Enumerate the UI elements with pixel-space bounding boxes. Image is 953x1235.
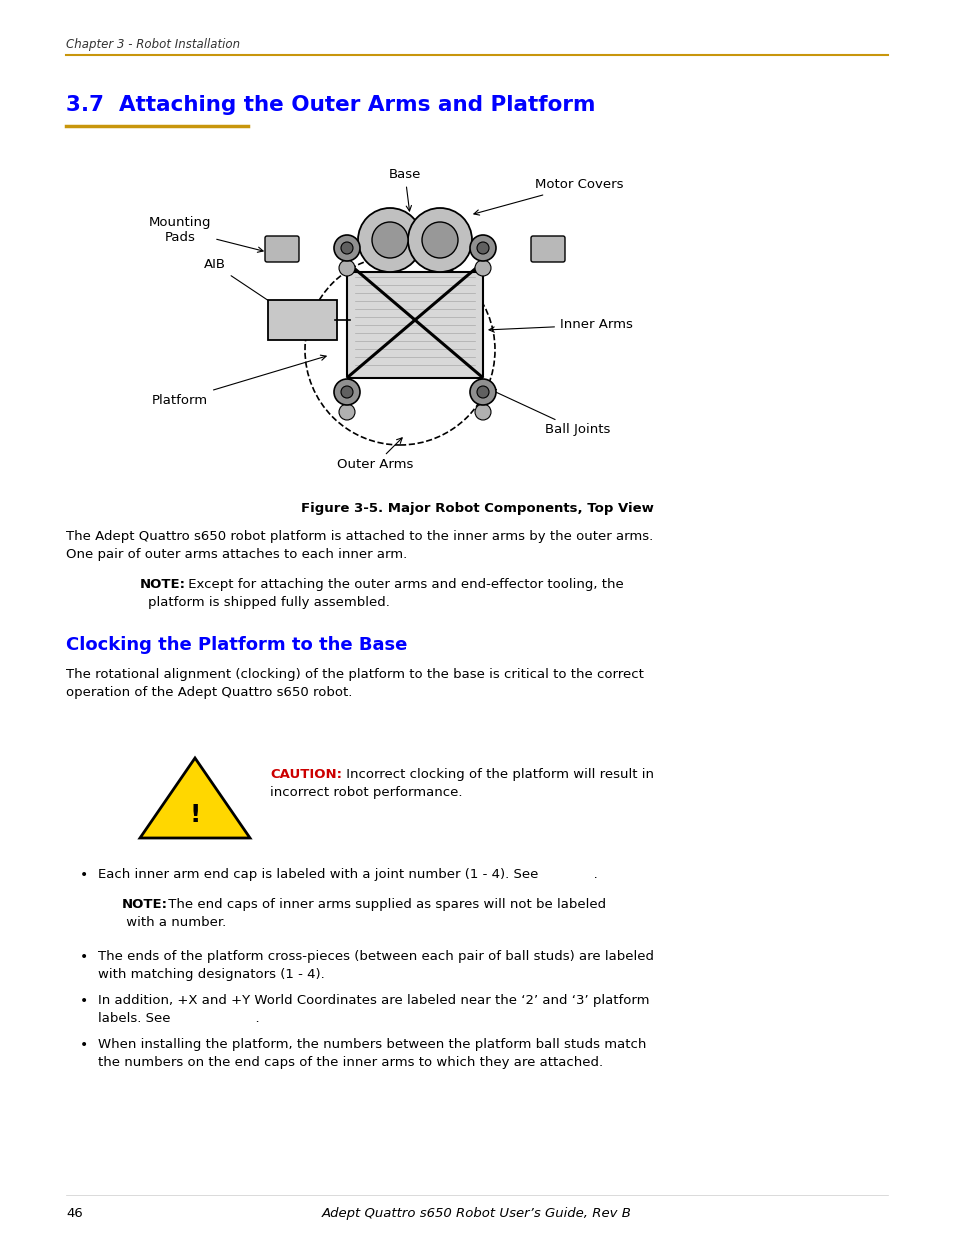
Text: Base: Base [389, 168, 420, 211]
Text: Figure 3-5. Major Robot Components, Top View: Figure 3-5. Major Robot Components, Top … [300, 501, 653, 515]
Text: The end caps of inner arms supplied as spares will not be labeled: The end caps of inner arms supplied as s… [164, 898, 605, 911]
Text: •: • [80, 994, 89, 1008]
FancyBboxPatch shape [347, 272, 482, 378]
Circle shape [334, 379, 359, 405]
Text: In addition, +X and +Y World Coordinates are labeled near the ‘2’ and ‘3’ platfo: In addition, +X and +Y World Coordinates… [98, 994, 649, 1007]
Circle shape [372, 222, 408, 258]
Text: •: • [80, 868, 89, 882]
Text: One pair of outer arms attaches to each inner arm.: One pair of outer arms attaches to each … [66, 548, 407, 561]
Circle shape [340, 387, 353, 398]
Circle shape [475, 404, 491, 420]
Text: Incorrect clocking of the platform will result in: Incorrect clocking of the platform will … [341, 768, 654, 781]
Text: operation of the Adept Quattro s650 robot.: operation of the Adept Quattro s650 robo… [66, 685, 352, 699]
Text: The rotational alignment (clocking) of the platform to the base is critical to t: The rotational alignment (clocking) of t… [66, 668, 643, 680]
Text: The Adept Quattro s650 robot platform is attached to the inner arms by the outer: The Adept Quattro s650 robot platform is… [66, 530, 653, 543]
Text: •: • [80, 1037, 89, 1052]
Text: Outer Arms: Outer Arms [336, 438, 413, 472]
Circle shape [470, 379, 496, 405]
Text: incorrect robot performance.: incorrect robot performance. [270, 785, 462, 799]
Circle shape [470, 235, 496, 261]
Text: labels. See                    .: labels. See . [98, 1011, 259, 1025]
Text: Adept Quattro s650 Robot User’s Guide, Rev B: Adept Quattro s650 Robot User’s Guide, R… [322, 1207, 631, 1220]
Text: Clocking the Platform to the Base: Clocking the Platform to the Base [66, 636, 407, 655]
Circle shape [338, 261, 355, 275]
Polygon shape [140, 758, 250, 839]
Circle shape [357, 207, 421, 272]
Circle shape [421, 222, 457, 258]
Text: !: ! [189, 803, 200, 827]
Text: Except for attaching the outer arms and end-effector tooling, the: Except for attaching the outer arms and … [184, 578, 623, 592]
FancyBboxPatch shape [268, 300, 336, 340]
Text: with a number.: with a number. [122, 916, 226, 929]
Circle shape [408, 207, 472, 272]
Text: Mounting
Pads: Mounting Pads [149, 216, 263, 252]
Circle shape [334, 235, 359, 261]
Text: Motor Covers: Motor Covers [474, 179, 623, 215]
Text: the numbers on the end caps of the inner arms to which they are attached.: the numbers on the end caps of the inner… [98, 1056, 602, 1070]
Text: NOTE:: NOTE: [140, 578, 186, 592]
Text: platform is shipped fully assembled.: platform is shipped fully assembled. [148, 597, 390, 609]
Text: Ball Joints: Ball Joints [490, 389, 610, 436]
Circle shape [476, 242, 489, 254]
Text: Each inner arm end cap is labeled with a joint number (1 - 4). See             .: Each inner arm end cap is labeled with a… [98, 868, 598, 881]
Text: AIB: AIB [204, 258, 286, 312]
Text: 46: 46 [66, 1207, 83, 1220]
FancyBboxPatch shape [265, 236, 298, 262]
Text: Chapter 3 - Robot Installation: Chapter 3 - Robot Installation [66, 38, 240, 51]
Text: Inner Arms: Inner Arms [489, 319, 632, 332]
Circle shape [475, 261, 491, 275]
Circle shape [476, 387, 489, 398]
Text: CAUTION:: CAUTION: [270, 768, 341, 781]
Text: When installing the platform, the numbers between the platform ball studs match: When installing the platform, the number… [98, 1037, 646, 1051]
Text: 3.7  Attaching the Outer Arms and Platform: 3.7 Attaching the Outer Arms and Platfor… [66, 95, 595, 115]
Text: NOTE:: NOTE: [122, 898, 168, 911]
Circle shape [338, 404, 355, 420]
FancyBboxPatch shape [531, 236, 564, 262]
Circle shape [340, 242, 353, 254]
Text: •: • [80, 950, 89, 965]
Text: Platform: Platform [152, 356, 326, 406]
Text: The ends of the platform cross-pieces (between each pair of ball studs) are labe: The ends of the platform cross-pieces (b… [98, 950, 654, 963]
Text: with matching designators (1 - 4).: with matching designators (1 - 4). [98, 968, 324, 981]
